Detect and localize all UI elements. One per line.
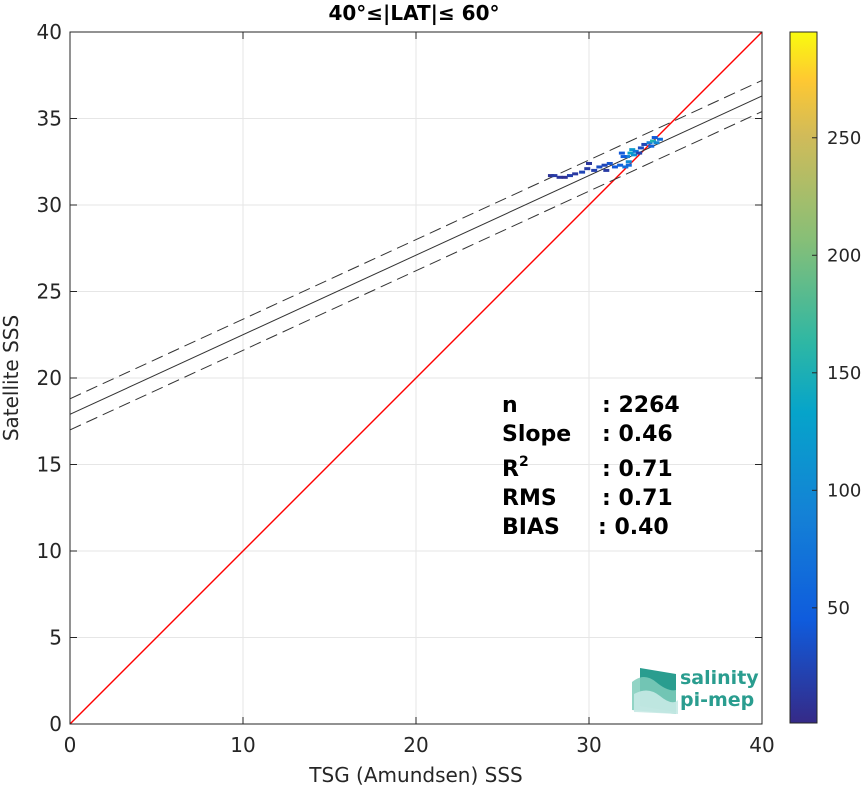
scatter-point <box>606 161 613 165</box>
scatter-point <box>629 148 636 152</box>
x-tick-label: 20 <box>403 733 428 757</box>
scatter-point <box>561 175 568 179</box>
scatter-point <box>566 174 573 178</box>
colorbar-ticks: 50 100 150 200 250 <box>812 128 861 619</box>
colorbar-tick-label: 100 <box>827 480 861 501</box>
scatter-point <box>653 141 660 145</box>
scatter-point <box>551 174 558 178</box>
scatter-point <box>620 155 627 159</box>
colorbar-tick-label: 200 <box>827 245 861 266</box>
confidence-line <box>70 111 762 431</box>
x-tick-label: 0 <box>64 733 77 757</box>
stat-rms-label: RMS <box>502 486 557 511</box>
scatter-point <box>601 163 608 167</box>
scatter-point <box>637 146 644 150</box>
scatter-point <box>586 161 592 165</box>
scatter-point <box>611 165 618 169</box>
x-tick-label: 30 <box>576 733 601 757</box>
scatter-point <box>641 142 648 146</box>
confidence-line <box>70 79 762 400</box>
colorbar-tick-label: 50 <box>827 598 850 619</box>
x-axis-label: TSG (Amundsen) SSS <box>308 763 522 787</box>
stat-r2-sup: 2 <box>519 454 529 470</box>
scatter-point <box>630 153 637 157</box>
y-ticks: 0 5 10 15 20 25 30 35 40 <box>37 20 762 736</box>
colorbar-tick-label: 150 <box>827 363 861 384</box>
scatter-point <box>622 165 629 169</box>
chart-title: 40°≤|LAT|≤ 60° <box>328 1 499 25</box>
y-tick-label: 40 <box>37 20 62 44</box>
scatter-point <box>648 144 655 148</box>
scatter-point <box>651 136 658 140</box>
y-axis-label: Satellite SSS <box>0 315 23 441</box>
colorbar-tick-label: 250 <box>827 128 861 149</box>
scatter-point <box>624 155 631 159</box>
scatter-point <box>656 137 663 141</box>
salinity-pi-mep-logo: salinity pi-mep <box>632 667 759 714</box>
scatter-point <box>646 141 653 145</box>
stat-slope-label: Slope <box>502 422 571 447</box>
x-tick-label: 10 <box>230 733 255 757</box>
scatter-point <box>547 174 554 178</box>
scatter-point <box>625 163 632 167</box>
stat-slope-value: : 0.46 <box>602 422 673 447</box>
scatter-point <box>650 139 657 143</box>
stats-box: n : 2264 Slope : 0.46 R2 : 0.71 RMS : 0.… <box>502 393 680 540</box>
scatter-point <box>596 165 603 169</box>
stat-bias-value: : 0.40 <box>598 515 669 540</box>
y-tick-label: 35 <box>37 107 62 131</box>
scatter-point <box>584 167 591 171</box>
scatter-point <box>572 172 579 176</box>
scatter-point <box>591 168 598 172</box>
stat-n-value: : 2264 <box>602 393 680 418</box>
y-tick-label: 5 <box>49 626 62 650</box>
logo-line1: salinity <box>680 667 759 689</box>
scatter-point <box>632 149 639 153</box>
stat-r2-base: R <box>502 457 519 482</box>
scatter-point <box>556 175 563 179</box>
identity-line <box>70 32 762 724</box>
scatter-point <box>636 151 643 155</box>
regression-line <box>70 95 762 415</box>
scatter-points <box>547 136 663 179</box>
scatter-point <box>618 151 625 155</box>
stat-bias-label: BIAS <box>502 515 560 540</box>
y-tick-label: 25 <box>37 280 62 304</box>
scatter-point <box>627 151 634 155</box>
y-tick-label: 0 <box>49 712 62 736</box>
scatter-point <box>617 163 624 167</box>
y-tick-label: 15 <box>37 453 62 477</box>
fit-lines <box>70 32 762 724</box>
colorbar <box>789 31 818 724</box>
y-tick-label: 10 <box>37 539 62 563</box>
x-ticks: 0 10 20 30 40 <box>64 32 775 757</box>
scatter-point <box>625 160 632 164</box>
stat-r2-value: : 0.71 <box>602 457 673 482</box>
stat-rms-value: : 0.71 <box>602 486 673 511</box>
stat-r2-label: R2 <box>502 454 529 482</box>
scatter-point <box>579 170 586 174</box>
y-tick-label: 20 <box>37 366 62 390</box>
wave-logo-icon <box>632 668 678 714</box>
x-tick-label: 40 <box>749 733 774 757</box>
stat-n-label: n <box>502 393 518 418</box>
scatter-point <box>603 168 610 172</box>
y-tick-label: 30 <box>37 193 62 217</box>
logo-line2: pi-mep <box>680 689 754 711</box>
